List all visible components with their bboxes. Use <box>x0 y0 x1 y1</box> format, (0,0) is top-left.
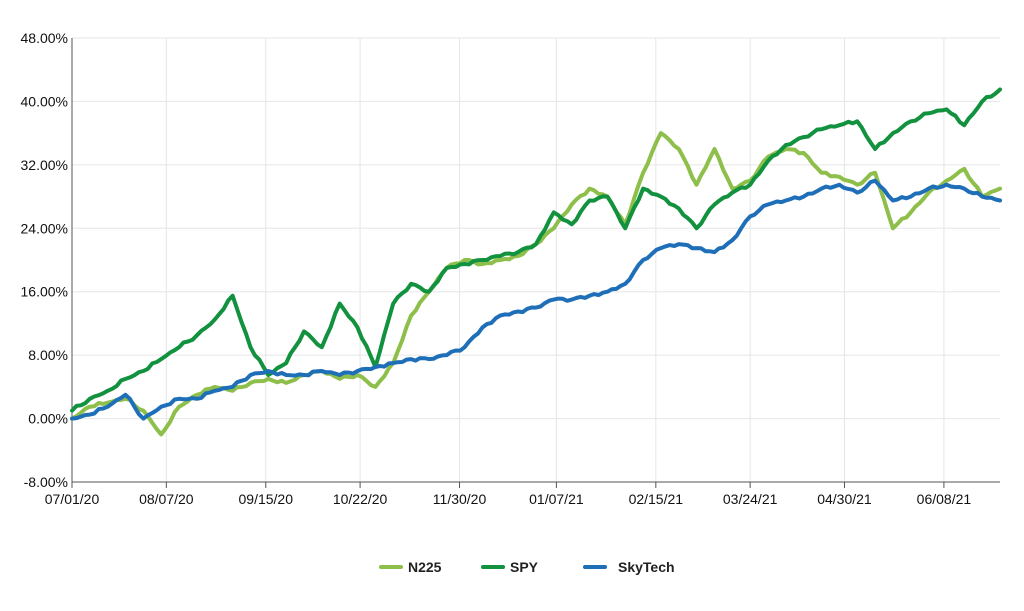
series-line-skytech <box>70 178 1002 421</box>
y-tick-label: -8.00% <box>24 474 68 490</box>
axes: 48.00% 40.00% 32.00% 24.00% 16.00% 8.00% 0.00%… <box>21 30 1000 507</box>
series-line-n225 <box>70 131 1002 437</box>
x-tick-label: 09/15/20 <box>239 491 294 507</box>
x-tick-label: 10/22/20 <box>333 491 388 507</box>
legend-label-skytech: SkyTech <box>618 559 675 575</box>
y-tick-label: 0.00% <box>28 411 68 427</box>
x-tick-label: 07/01/20 <box>45 491 100 507</box>
legend-label-spy: SPY <box>510 559 539 575</box>
series-lines <box>70 87 1002 437</box>
y-tick-label: 16.00% <box>21 284 68 300</box>
y-tick-label: 8.00% <box>28 347 68 363</box>
x-tick-label: 01/07/21 <box>529 491 584 507</box>
x-tick-label: 04/30/21 <box>817 491 872 507</box>
x-tick-label: 03/24/21 <box>723 491 778 507</box>
series-line-spy <box>70 87 1002 413</box>
grid <box>71 37 1000 483</box>
x-tick-label: 11/30/20 <box>433 491 487 507</box>
legend: N225 SPY SkyTech <box>379 559 675 575</box>
y-tick-label: 24.00% <box>21 220 68 236</box>
y-tick-label: 48.00% <box>21 30 68 46</box>
legend-label-n225: N225 <box>408 559 442 575</box>
y-tick-label: 32.00% <box>21 157 68 173</box>
x-tick-label: 06/08/21 <box>917 491 972 507</box>
x-tick-label: 02/15/21 <box>629 491 684 507</box>
y-tick-label: 40.00% <box>21 93 68 109</box>
x-tick-label: 08/07/20 <box>139 491 194 507</box>
